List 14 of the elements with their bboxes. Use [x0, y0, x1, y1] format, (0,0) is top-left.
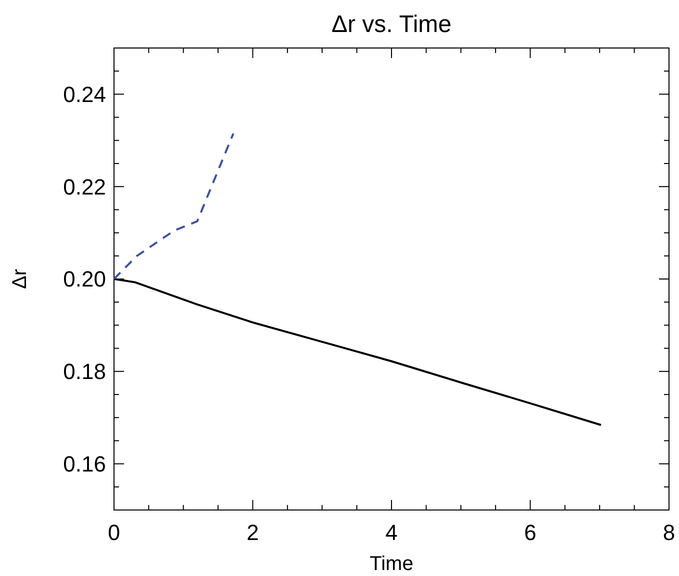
- y-tick-label: 0.22: [63, 174, 106, 200]
- y-axis-title: Δr: [9, 268, 31, 290]
- x-tick-label: 6: [524, 520, 536, 545]
- x-tick-label: 2: [246, 520, 259, 545]
- line-series: [113, 132, 234, 280]
- x-tick-label: 0: [108, 520, 120, 545]
- y-tick-label: 0.16: [63, 452, 106, 476]
- x-axis-title: Time: [370, 553, 414, 575]
- chart-title: Δr vs. Time: [331, 11, 452, 38]
- y-tick-label: 0.18: [63, 359, 106, 384]
- x-tick-label: 4: [385, 520, 398, 545]
- y-tick-label: 0.24: [63, 82, 106, 107]
- y-tick-label: 0.20: [63, 266, 106, 292]
- x-tick-label: 8: [662, 520, 676, 545]
